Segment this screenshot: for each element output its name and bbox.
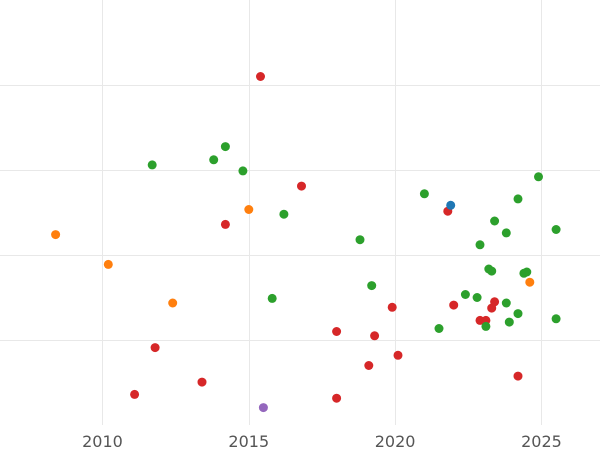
data-point-green-15 [279,209,289,219]
data-point-red-29 [449,300,459,310]
data-point-green-40 [490,216,500,226]
data-point-orange-0 [51,230,61,240]
data-point-orange-11 [244,205,254,214]
data-point-orange-49 [525,277,535,287]
data-point-red-24 [393,350,403,360]
data-point-green-26 [434,324,444,333]
data-point-blue-28 [446,200,456,210]
data-point-red-9 [220,219,230,229]
data-point-green-30 [460,290,470,299]
data-point-orange-1 [103,259,113,269]
data-point-green-37 [487,266,497,276]
x-tick-label-2010: 2010 [82,432,123,450]
data-point-green-44 [513,194,523,204]
data-point-red-17 [332,327,342,336]
data-point-red-18 [332,393,342,403]
x-tick-label-2025: 2025 [521,432,562,450]
data-point-red-22 [370,331,380,341]
data-point-green-3 [147,160,157,170]
data-point-green-8 [220,142,230,152]
data-point-green-19 [355,235,365,245]
data-point-green-10 [238,166,248,176]
data-point-orange-5 [168,298,178,308]
data-point-red-23 [387,302,397,312]
data-points [51,72,561,413]
data-point-green-50 [534,172,543,182]
data-point-red-4 [150,343,160,353]
data-point-green-43 [504,317,514,327]
data-point-green-41 [501,228,511,238]
data-point-red-46 [513,371,523,381]
data-point-green-45 [513,309,523,319]
data-point-red-6 [197,377,207,387]
data-point-red-39 [490,297,500,307]
data-point-green-48 [522,267,532,277]
data-point-green-31 [472,293,482,302]
x-tick-label-2015: 2015 [228,432,269,450]
data-point-red-2 [130,389,140,399]
data-point-red-16 [297,181,306,191]
data-point-green-21 [367,281,377,291]
grid [0,0,600,425]
x-axis: 2010 2015 2020 2025 [82,432,562,450]
data-point-red-12 [256,72,265,81]
data-point-green-35 [481,321,491,331]
data-point-green-7 [209,155,219,165]
data-point-green-14 [267,293,277,303]
data-point-green-25 [419,189,429,199]
data-point-green-42 [501,298,511,308]
data-point-green-52 [551,225,561,234]
x-tick-label-2020: 2020 [375,432,416,450]
data-point-green-32 [475,240,485,250]
data-point-red-20 [364,361,374,370]
data-point-purple-13 [258,403,268,413]
data-point-green-51 [551,314,561,324]
